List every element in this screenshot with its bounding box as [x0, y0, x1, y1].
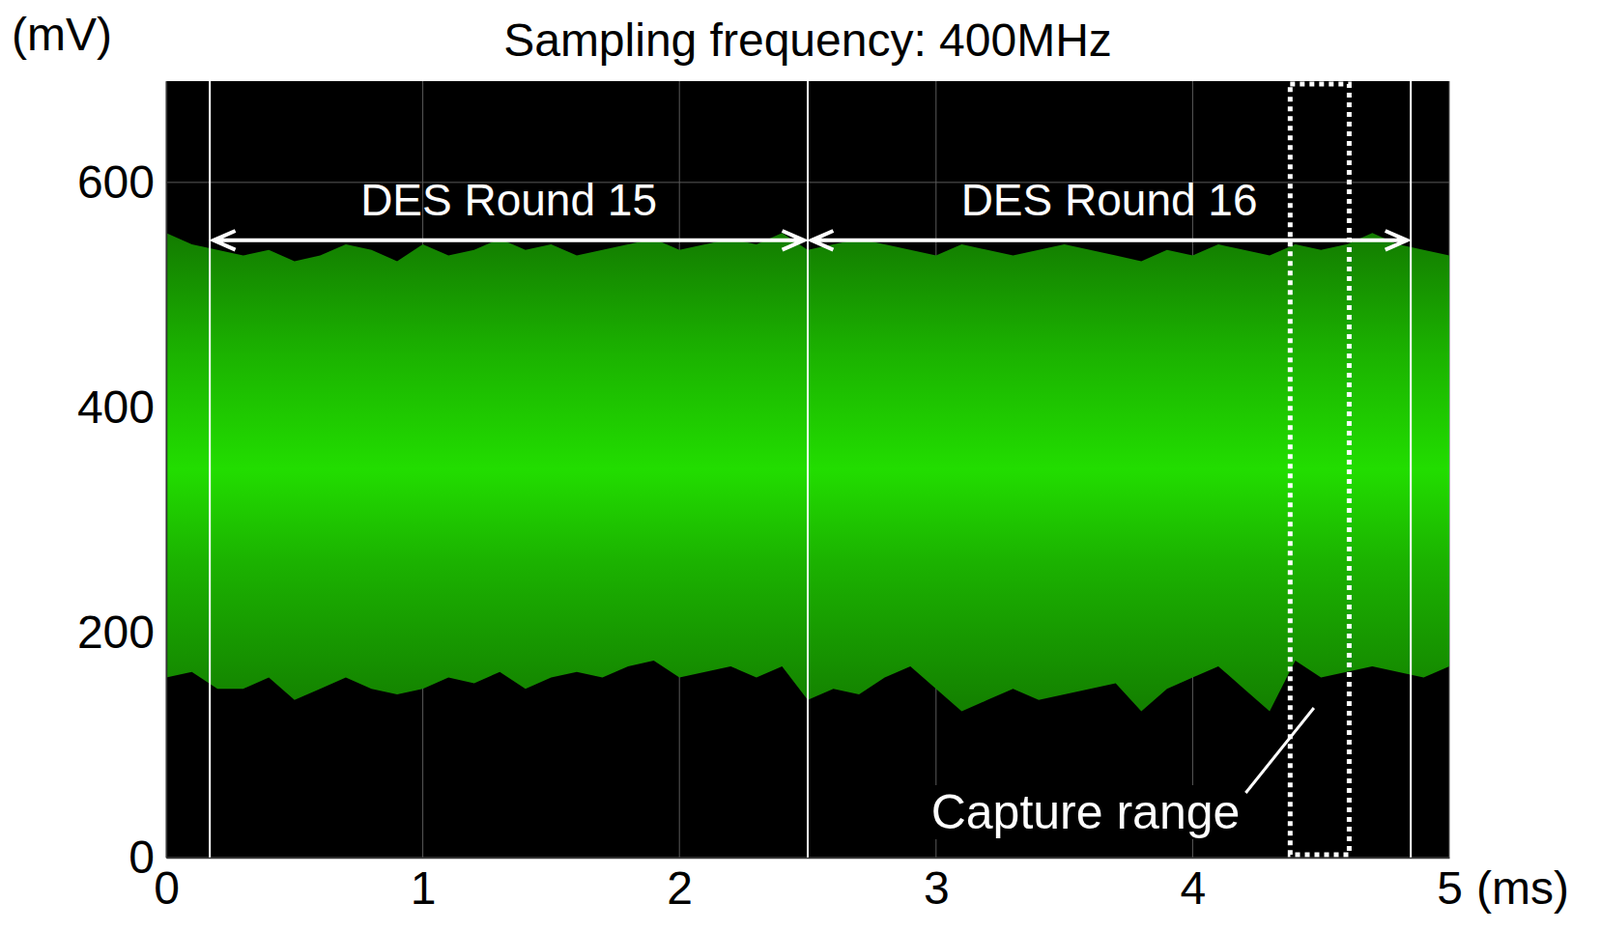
tick-label: 2	[666, 862, 693, 915]
tick: 5	[1436, 857, 1463, 915]
leader-line	[1245, 708, 1315, 794]
round-boundary	[208, 81, 211, 858]
tick-label: 0	[153, 862, 180, 915]
round-label: DES Round 16	[961, 174, 1258, 226]
tick-label: 5	[1436, 862, 1463, 915]
label-background	[927, 785, 1245, 840]
grid-line	[166, 81, 168, 858]
plot-area	[166, 81, 1450, 858]
y-axis: 0 200 400 600	[77, 82, 168, 884]
axis-line	[167, 857, 1451, 860]
title: Sampling frequency: 400MHz	[503, 14, 1113, 66]
tick-label: 0	[128, 831, 155, 884]
plot-background	[166, 81, 1450, 858]
tick: 0	[153, 857, 180, 915]
tick: 3	[923, 857, 950, 915]
capture-range-box	[1289, 84, 1349, 856]
tick-label: 400	[77, 381, 155, 433]
tick: 600	[77, 156, 167, 208]
round-label: DES Round 15	[360, 174, 658, 226]
tick-label: 200	[77, 606, 155, 658]
round-boundary	[1409, 81, 1412, 858]
capture-label: Capture range	[931, 785, 1241, 840]
y-axis-title: (mV)	[11, 8, 113, 60]
axis-line	[166, 82, 169, 859]
grid	[166, 81, 1450, 858]
tick: 1	[410, 857, 437, 915]
tick: 2	[666, 857, 693, 915]
tick-label: 4	[1180, 862, 1207, 915]
chart: 0123450200400600Sampling frequency: 400M…	[0, 0, 1600, 931]
tick: 400	[77, 381, 167, 433]
x-axis-title: (ms)	[1476, 862, 1570, 915]
tick: 200	[77, 606, 167, 658]
round-boundary	[806, 81, 809, 858]
tick: 4	[1180, 857, 1207, 915]
tick-label: 600	[77, 156, 155, 208]
annotations: Sampling frequency: 400MHz (mV) (ms) DES Ro…	[11, 8, 1570, 915]
x-axis: 0 1 2 3 4 5	[153, 857, 1463, 915]
round-arrow	[811, 230, 1407, 251]
tick-label: 3	[923, 862, 950, 915]
tick: 0	[128, 831, 167, 884]
tick-label: 1	[410, 862, 437, 915]
round-arrow	[213, 230, 804, 251]
